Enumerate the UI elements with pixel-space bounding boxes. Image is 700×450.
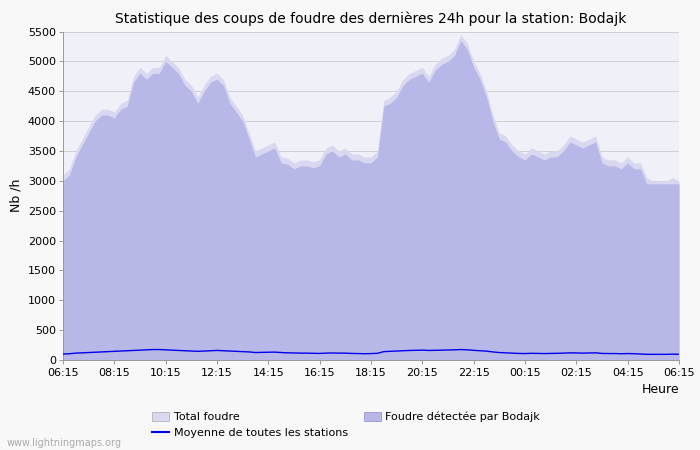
Text: Heure: Heure (641, 383, 679, 396)
Text: www.lightningmaps.org: www.lightningmaps.org (7, 438, 122, 448)
Title: Statistique des coups de foudre des dernières 24h pour la station: Bodajk: Statistique des coups de foudre des dern… (116, 12, 626, 26)
Legend: Total foudre, Moyenne de toutes les stations, Foudre détectée par Bodajk: Total foudre, Moyenne de toutes les stat… (153, 412, 540, 438)
Y-axis label: Nb /h: Nb /h (9, 179, 22, 212)
